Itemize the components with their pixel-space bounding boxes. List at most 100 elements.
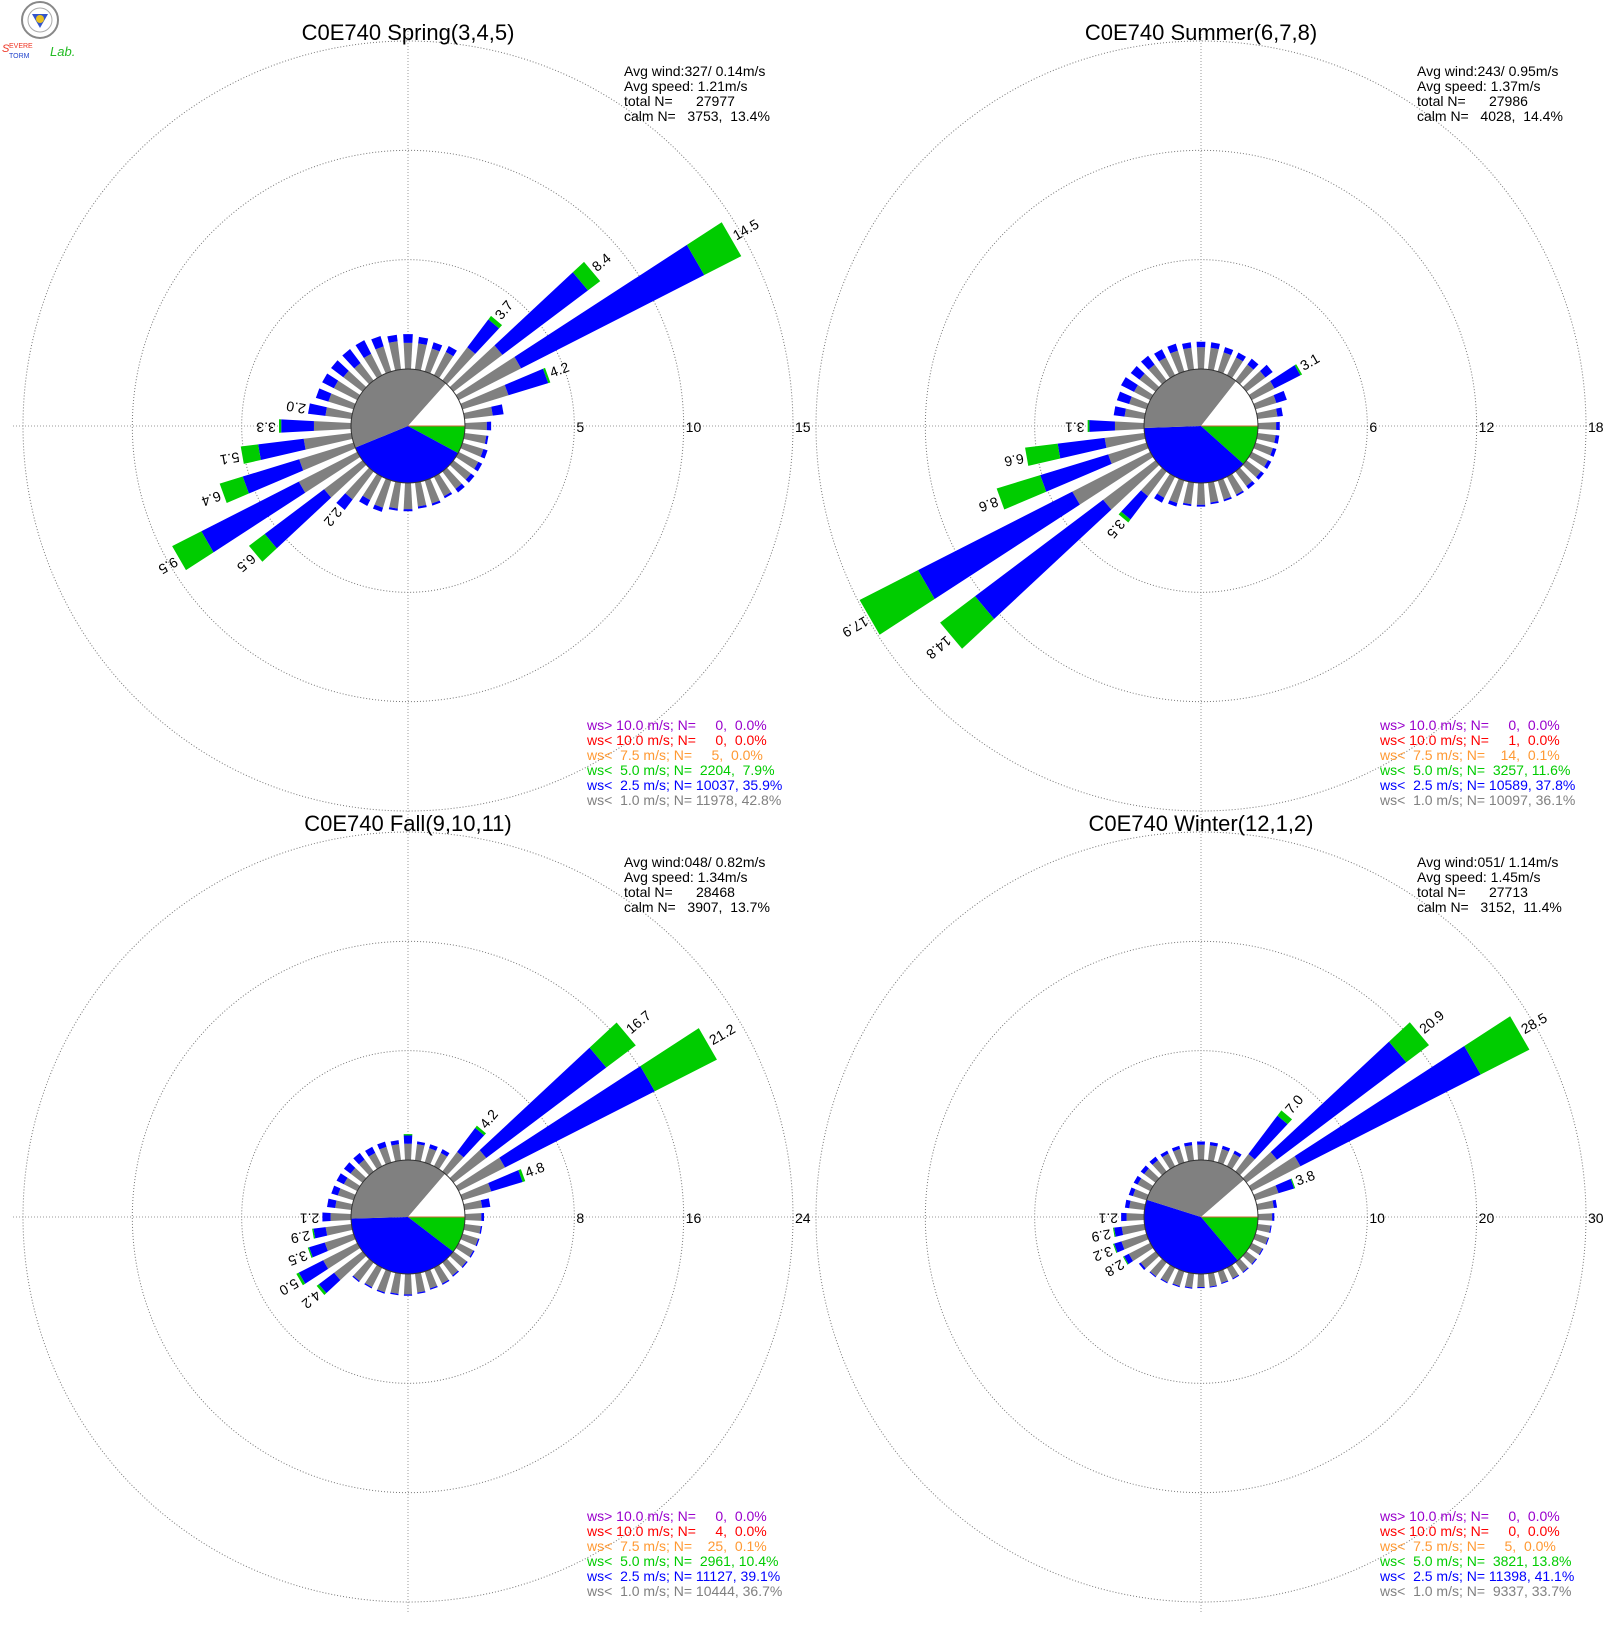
bar-segment [1148,364,1167,385]
bar-segment [1233,1150,1242,1158]
bar-segment [429,1144,438,1151]
bar-segment [433,351,454,379]
bar-segment [403,1134,413,1136]
ring-circle [131,149,685,703]
pie-slice [351,369,446,448]
legend-entry: ws< 10.0 m/s; N= 0, 0.0% [1380,1523,1560,1539]
bar-segment [1242,1251,1257,1265]
bar-segment [1128,1242,1154,1262]
chart-title: C0E740 Summer(6,7,8) [1084,20,1318,45]
bar-segment [1247,358,1259,370]
bar-segment [1290,1178,1296,1189]
ring-circle [924,940,1478,1494]
bar-segment [1121,1212,1127,1222]
bar-segment [481,1213,485,1221]
bar-segment [488,1170,523,1192]
bar-segment [1140,467,1167,497]
legend-entry: ws< 2.5 m/s; N= 10589, 37.8% [1380,777,1576,793]
bar-total-label: 4.2 [299,1287,324,1312]
legend-entry: ws< 5.0 m/s; N= 3821, 13.8% [1380,1553,1572,1569]
bar-segment [1294,1046,1481,1167]
pie-slice [408,383,465,426]
bar-segment [424,1269,438,1289]
bar-segment [859,570,935,635]
bar-segment [1269,1225,1272,1234]
chart-title: C0E740 Winter(12,1,2) [1088,811,1314,836]
pie-slice [1144,1199,1238,1275]
bar-segment [1183,347,1195,371]
ring-tick-label: 8 [576,1210,584,1226]
bar-segment [484,435,489,445]
bar-segment [364,1283,373,1289]
bar-total-label: 3.3 [256,419,276,435]
pie-slice [351,1217,454,1274]
bar-segment [1258,1248,1264,1256]
bar-segment [240,444,261,464]
bar-segment [1232,1274,1240,1280]
bar-total-label: 7.0 [1282,1091,1307,1116]
bar-segment [1040,454,1112,492]
bar-segment [201,481,306,553]
pie-slice [1201,1217,1258,1261]
stats-line: calm N= 3753, 13.4% [624,108,770,124]
bar-total-label: 17.9 [839,613,871,641]
bar-segment [1260,364,1273,378]
legend-entry: ws< 1.0 m/s; N= 10444, 36.7% [587,1583,783,1599]
bar-total-label: 3.8 [1293,1167,1317,1189]
stats-line: Avg wind:048/ 0.82m/s [624,854,766,870]
stats-line: calm N= 4028, 14.4% [1417,108,1563,124]
bar-segment [1242,1267,1249,1274]
bar-segment [1149,1156,1159,1165]
bar-segment [355,340,372,359]
bar-segment [1114,421,1145,431]
bar-segment [345,467,374,500]
bar-segment [1124,408,1146,420]
bar-segment [1128,1187,1136,1197]
bar-segment [452,1270,459,1277]
ring-circle [22,40,794,812]
ring-tick-label: 24 [795,1210,811,1226]
ring-tick-label: 16 [686,1210,702,1226]
bar-segment [480,449,488,459]
bar-segment [1235,467,1253,487]
bar-segment [1112,1227,1116,1237]
bar-segment [313,1227,328,1239]
bar-segment [374,478,392,508]
bar-segment [1217,1269,1228,1284]
chart-title: C0E740 Fall(9,10,11) [304,811,512,836]
bar-segment [359,495,371,507]
bar-segment [449,345,503,392]
bar-segment [315,388,332,402]
bar-segment [414,481,427,507]
bar-segment [1275,1178,1295,1194]
bar-segment [1124,1199,1131,1209]
bar-segment [1226,473,1243,495]
bar-segment [336,1173,348,1185]
bar-segment [1264,460,1272,469]
bar-segment [377,1141,387,1150]
bar-segment [1167,343,1178,354]
wind-stats: Avg wind:327/ 0.14m/s Avg speed: 1.21m/s t… [624,64,770,124]
stats-line: Avg wind:327/ 0.14m/s [624,63,766,79]
bar-segment [1196,341,1206,348]
bar-segment [390,1140,400,1146]
bar-segment [248,533,277,562]
bar-segment [322,373,339,389]
bar-segment [1242,1152,1278,1183]
bar-segment [1160,1278,1168,1284]
bar-segment [442,467,462,489]
bar-segment [491,404,504,416]
bar-segment [376,1289,385,1294]
bar-segment [442,1258,459,1276]
bar-segment [1172,1269,1185,1287]
bar-segment [455,483,465,493]
bar-segment [463,1223,481,1234]
bar-segment [1197,1273,1205,1288]
bar-segment [1157,473,1176,498]
bar-segment [325,1223,353,1236]
bar-segment [1248,1242,1263,1255]
ring-circle [1034,1050,1368,1384]
bar-segment [298,451,361,493]
bar-total-label: 3.1 [1297,350,1322,374]
bar-segment [337,1188,356,1201]
